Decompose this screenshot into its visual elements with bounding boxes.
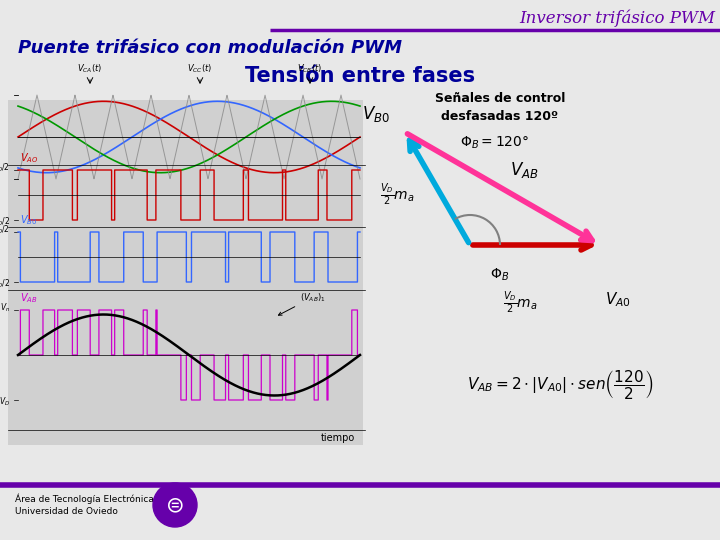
Text: $V_{B0}$: $V_{B0}$ xyxy=(20,213,37,227)
Text: $-V_D/2$: $-V_D/2$ xyxy=(0,278,10,291)
Text: $V_n$: $V_n$ xyxy=(0,302,10,314)
Text: $V_{CA}(t)$: $V_{CA}(t)$ xyxy=(78,63,102,75)
Text: Puente trifásico con modulación PWM: Puente trifásico con modulación PWM xyxy=(18,39,402,57)
Text: $-V_D/2$: $-V_D/2$ xyxy=(0,216,10,228)
Text: $(V_{AB})_1$: $(V_{AB})_1$ xyxy=(279,291,325,315)
Text: $V_D/2$: $V_D/2$ xyxy=(0,162,10,174)
Text: $V_{AB} = 2 \cdot |V_{A0}| \cdot sen\left(\dfrac{120}{2}\right)$: $V_{AB} = 2 \cdot |V_{A0}| \cdot sen\lef… xyxy=(467,368,654,402)
Text: ⊜: ⊜ xyxy=(166,495,184,515)
Text: $\frac{V_D}{2}m_a$: $\frac{V_D}{2}m_a$ xyxy=(380,182,415,208)
FancyBboxPatch shape xyxy=(8,100,363,445)
Text: Señales de control
desfasadas 120º: Señales de control desfasadas 120º xyxy=(435,92,565,124)
Text: $\frac{V_D}{2}m_a$: $\frac{V_D}{2}m_a$ xyxy=(503,290,537,316)
Text: $\Phi_B=120°$: $\Phi_B=120°$ xyxy=(460,135,529,151)
Text: $V_{AB}$: $V_{AB}$ xyxy=(510,160,539,180)
Text: Área de Tecnología Electrónica -
Universidad de Oviedo: Área de Tecnología Electrónica - Univers… xyxy=(15,494,160,516)
Text: $V_{CC}(t)$: $V_{CC}(t)$ xyxy=(187,63,212,75)
Text: $\Phi_B$: $\Phi_B$ xyxy=(490,267,509,284)
Text: $V_{A0}$: $V_{A0}$ xyxy=(605,290,631,309)
Text: $-V_D$: $-V_D$ xyxy=(0,396,10,408)
Text: Inversor trifásico PWM: Inversor trifásico PWM xyxy=(519,9,715,27)
Circle shape xyxy=(153,483,197,527)
Text: tiempo: tiempo xyxy=(320,433,355,443)
Text: Tensión entre fases: Tensión entre fases xyxy=(245,66,475,86)
Text: $V_{AO}$: $V_{AO}$ xyxy=(20,151,38,165)
Text: $V_{CB}(t)$: $V_{CB}(t)$ xyxy=(297,63,323,75)
Text: $V_{B0}$: $V_{B0}$ xyxy=(362,104,390,124)
Text: $V_D/2$: $V_D/2$ xyxy=(0,224,10,237)
Text: $V_{AB}$: $V_{AB}$ xyxy=(20,291,37,305)
